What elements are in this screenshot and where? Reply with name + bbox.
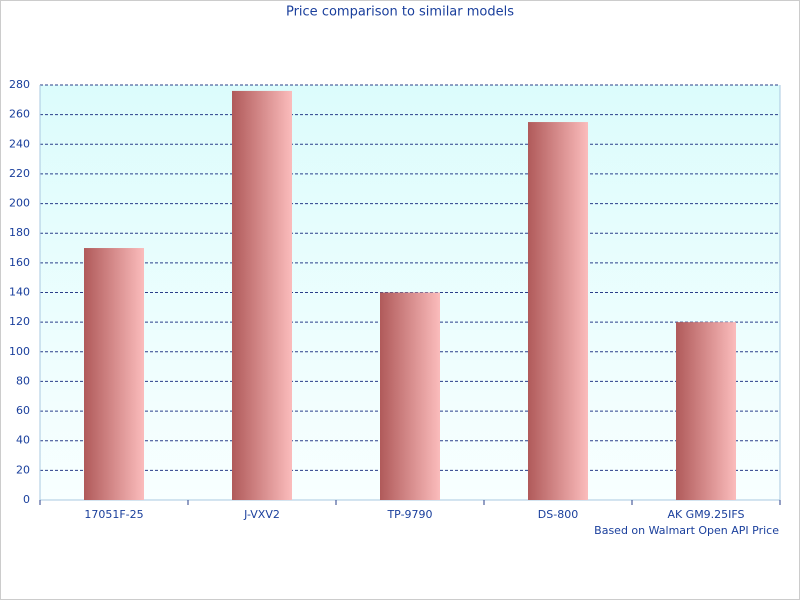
y-tick-label: 20 — [16, 463, 30, 476]
y-tick-label: 240 — [9, 137, 30, 150]
y-tick-label: 220 — [9, 167, 30, 180]
y-tick-label: 280 — [9, 78, 30, 91]
y-tick-label: 80 — [16, 374, 30, 387]
y-tick-label: 0 — [23, 493, 30, 506]
y-tick-label: 180 — [9, 226, 30, 239]
bar — [84, 248, 144, 500]
x-tick-label: J-VXV2 — [243, 508, 280, 521]
bar — [232, 90, 292, 500]
bar — [676, 322, 736, 500]
y-tick-label: 140 — [9, 286, 30, 299]
y-tick-label: 200 — [9, 197, 30, 210]
y-tick-label: 40 — [16, 434, 30, 447]
bar — [528, 122, 588, 500]
x-tick-label: TP-9790 — [386, 508, 432, 521]
chart-title: Price comparison to similar models — [286, 5, 514, 20]
y-tick-label: 100 — [9, 345, 30, 358]
x-tick-label: AK GM9.25IFS — [667, 508, 744, 521]
bar — [380, 292, 440, 500]
y-tick-label: 160 — [9, 256, 30, 269]
y-tick-label: 60 — [16, 404, 30, 417]
y-tick-label: 260 — [9, 108, 30, 121]
annotation: Based on Walmart Open API Price — [594, 524, 779, 537]
x-tick-label: 17051F-25 — [84, 508, 143, 521]
x-tick-label: DS-800 — [538, 508, 578, 521]
y-tick-label: 120 — [9, 315, 30, 328]
